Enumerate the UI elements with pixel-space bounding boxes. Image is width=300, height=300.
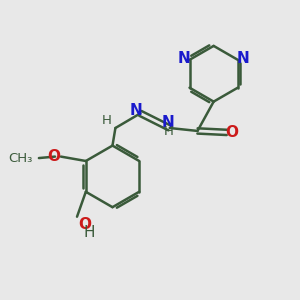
Text: H: H xyxy=(84,225,95,240)
Text: N: N xyxy=(162,115,175,130)
Text: N: N xyxy=(130,103,142,118)
Text: CH₃: CH₃ xyxy=(8,152,32,165)
Text: O: O xyxy=(226,125,238,140)
Text: H: H xyxy=(163,125,173,138)
Text: H: H xyxy=(102,114,112,127)
Text: O: O xyxy=(47,148,60,164)
Text: O: O xyxy=(79,217,92,232)
Text: N: N xyxy=(237,51,249,66)
Text: N: N xyxy=(178,51,190,66)
